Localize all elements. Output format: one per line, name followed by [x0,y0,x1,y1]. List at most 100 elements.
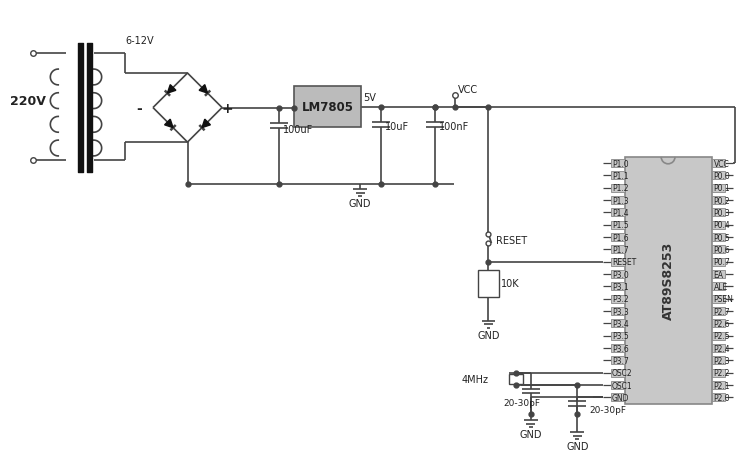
Text: PSEN: PSEN [713,295,734,304]
Bar [712,258,725,266]
Bar [610,246,625,254]
Text: AT89S8253: AT89S8253 [662,242,674,320]
Text: P1.6: P1.6 [612,233,628,242]
Bar [712,246,725,254]
Bar [478,270,500,298]
Bar [712,221,725,229]
Text: P0.0: P0.0 [713,171,730,180]
Text: 100nF: 100nF [440,122,470,132]
Text: GND: GND [349,199,371,209]
Bar [712,209,725,217]
Bar [712,308,725,315]
Text: GND: GND [612,393,629,402]
Text: P2.4: P2.4 [713,344,730,353]
Bar [610,271,625,278]
Bar [712,234,725,241]
Text: P2.6: P2.6 [713,319,730,328]
Bar [712,345,725,352]
Text: 220V: 220V [10,95,46,108]
Text: P0.4: P0.4 [713,221,730,230]
Bar [610,160,625,168]
Text: P3.6: P3.6 [612,344,628,353]
Text: +: + [221,101,232,115]
Bar [712,160,725,168]
Bar [712,197,725,205]
Bar [712,184,725,192]
Text: P0.2: P0.2 [713,196,730,205]
Bar [610,197,625,205]
Text: ALE: ALE [713,282,728,291]
Bar [610,234,625,241]
Text: RESET: RESET [496,235,527,245]
Text: P1.7: P1.7 [612,245,628,254]
Bar [610,172,625,180]
Text: P0.5: P0.5 [713,233,730,242]
Text: OSC2: OSC2 [612,368,632,377]
Text: P0.7: P0.7 [713,258,730,267]
Bar [712,271,725,278]
Text: VCC: VCC [713,159,729,168]
Bar [610,357,625,364]
Text: LM7805: LM7805 [302,101,354,114]
Text: P1.2: P1.2 [612,184,628,193]
Text: P3.0: P3.0 [612,270,628,279]
Bar [610,209,625,217]
Bar [712,394,725,401]
Bar [610,283,625,291]
Text: P0.6: P0.6 [713,245,730,254]
Text: P3.4: P3.4 [612,319,628,328]
Text: P2.5: P2.5 [713,331,730,341]
Text: P2.2: P2.2 [713,368,730,377]
Bar [610,381,625,389]
Polygon shape [202,120,211,129]
Text: P0.1: P0.1 [713,184,730,193]
Bar [712,320,725,327]
Text: P2.3: P2.3 [713,356,730,365]
Bar [610,320,625,327]
Bar [712,332,725,340]
Text: VCC: VCC [458,85,478,95]
Text: P2.1: P2.1 [713,381,730,390]
Text: P3.3: P3.3 [612,307,628,316]
Text: P3.7: P3.7 [612,356,628,365]
Text: P1.4: P1.4 [612,208,628,217]
Bar [610,369,625,377]
Text: P3.2: P3.2 [612,295,628,304]
Bar [712,369,725,377]
Text: P3.1: P3.1 [612,282,628,291]
Polygon shape [164,120,173,129]
Bar [625,157,712,404]
Bar [610,308,625,315]
Bar [509,374,523,384]
Bar [610,221,625,229]
Polygon shape [199,85,208,94]
Text: P0.3: P0.3 [713,208,730,217]
Bar [294,87,362,128]
Bar [610,258,625,266]
Bar [712,172,725,180]
Text: 10K: 10K [501,279,520,289]
Text: P1.5: P1.5 [612,221,628,230]
Text: 6-12V: 6-12V [125,37,154,46]
Text: 4MHz: 4MHz [461,374,488,384]
Text: OSC1: OSC1 [612,381,632,390]
Bar [610,345,625,352]
Bar [712,357,725,364]
Text: 100uF: 100uF [284,125,314,135]
Text: P1.0: P1.0 [612,159,628,168]
Text: GND: GND [520,429,542,439]
Bar [610,332,625,340]
Bar [610,295,625,303]
Text: -: - [136,101,142,115]
Text: P2.7: P2.7 [713,307,730,316]
Text: P2.0: P2.0 [713,393,730,402]
Text: 5V: 5V [363,92,376,102]
Bar [712,381,725,389]
Text: 20-30pF: 20-30pF [590,405,626,414]
Text: EA: EA [713,270,724,279]
Text: RESET: RESET [612,258,636,267]
Polygon shape [167,85,176,94]
Text: P1.1: P1.1 [612,171,628,180]
Text: P3.5: P3.5 [612,331,628,341]
Text: GND: GND [566,441,589,451]
